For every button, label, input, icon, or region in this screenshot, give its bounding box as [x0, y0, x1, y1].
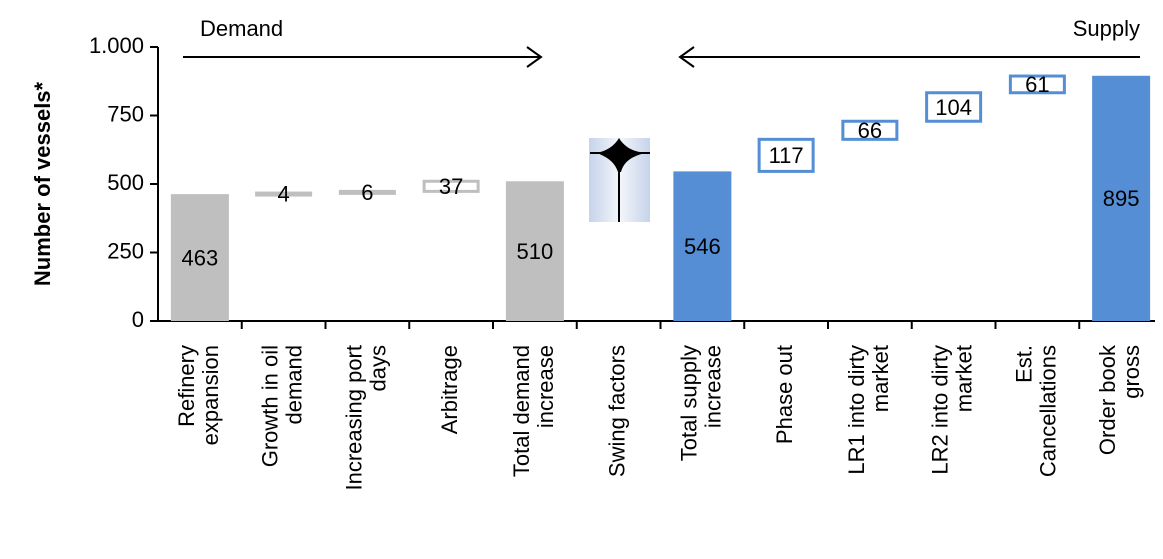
value-label: 895	[1103, 186, 1140, 211]
x-tick-label: Est.Cancellations	[1011, 345, 1060, 477]
value-label: 117	[769, 143, 804, 168]
value-label: 4	[278, 181, 290, 206]
x-tick-label: Total supplyincrease	[676, 345, 725, 461]
x-tick-label: Arbitrage	[437, 345, 462, 434]
y-tick-label: 750	[107, 101, 144, 126]
x-tick-label: Increasing portdays	[341, 345, 390, 491]
demand-annotation: Demand	[200, 16, 283, 41]
value-label: 463	[182, 245, 219, 270]
y-tick-label: 250	[107, 238, 144, 263]
y-tick-label: 0	[132, 307, 144, 332]
x-tick-label: Order bookgross	[1095, 344, 1144, 455]
value-label: 104	[935, 95, 972, 120]
x-tick-label: Refineryexpansion	[174, 345, 223, 445]
x-tick-label: Phase out	[772, 345, 797, 444]
value-label: 66	[858, 118, 882, 143]
swing-icon	[589, 138, 650, 222]
x-tick-label: LR1 into dirtymarket	[844, 345, 893, 475]
chart: Demand Supply Number of vessels* 0 250 500…	[0, 0, 1163, 559]
value-label: 546	[684, 234, 721, 259]
value-label: 510	[517, 239, 554, 264]
y-tick-label: 1.000	[89, 33, 144, 58]
x-tick-label: LR2 into dirtymarket	[927, 345, 976, 475]
x-tick-label: Growth in oildemand	[257, 345, 306, 467]
value-label: 61	[1025, 72, 1049, 97]
y-axis-label: Number of vessels*	[30, 81, 55, 286]
x-tick-label: Total demandincrease	[509, 345, 558, 477]
supply-annotation: Supply	[1073, 16, 1140, 41]
y-tick-label: 500	[107, 170, 144, 195]
x-tick-label: Swing factors	[604, 345, 629, 477]
value-label: 37	[439, 174, 463, 199]
value-label: 6	[361, 180, 373, 205]
